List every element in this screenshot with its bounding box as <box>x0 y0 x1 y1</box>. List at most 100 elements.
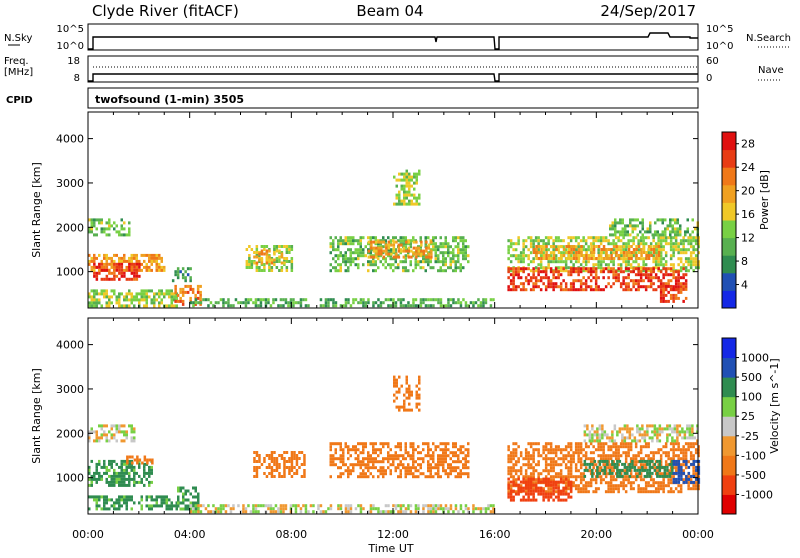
heatmap-cell <box>291 269 294 272</box>
heatmap-cell <box>625 263 628 266</box>
heatmap-cell <box>111 301 114 304</box>
heatmap-cell <box>602 442 605 445</box>
heatmap-cell <box>665 451 668 454</box>
heatmap-cell <box>283 245 286 248</box>
heatmap-cell <box>645 270 648 273</box>
heatmap-cell <box>660 236 663 239</box>
heatmap-cell <box>661 430 664 433</box>
heatmap-cell <box>411 394 414 397</box>
heatmap-cell <box>432 304 435 307</box>
heatmap-cell <box>332 239 335 242</box>
heatmap-cell <box>387 466 390 469</box>
heatmap-cell <box>670 267 673 270</box>
heatmap-cell <box>532 270 535 273</box>
heatmap-cell <box>605 254 608 257</box>
heatmap-cell <box>650 242 653 245</box>
heatmap-cell <box>300 510 303 513</box>
heatmap-cell <box>533 251 536 254</box>
heatmap-cell <box>545 288 548 291</box>
heatmap-cell <box>103 433 106 436</box>
heatmap-cell <box>416 403 419 406</box>
heatmap-cell <box>91 484 94 487</box>
heatmap-cell <box>580 472 583 475</box>
heatmap-cell <box>607 270 610 273</box>
heatmap-cell <box>345 507 348 510</box>
heatmap-cell <box>272 510 275 513</box>
heatmap-cell <box>692 454 695 457</box>
heatmap-cell <box>642 279 645 282</box>
heatmap-cell <box>515 463 518 466</box>
heatmap-cell <box>396 203 399 206</box>
heatmap-cell <box>672 490 675 493</box>
heatmap-cell <box>108 257 111 260</box>
heatmap-cell <box>656 436 659 439</box>
heatmap-cell <box>610 251 613 254</box>
heatmap-cell <box>106 260 109 263</box>
heatmap-cell <box>507 460 510 463</box>
heatmap-cell <box>482 301 485 304</box>
heatmap-cell <box>410 256 413 259</box>
heatmap-cell <box>398 376 401 379</box>
heatmap-cell <box>592 451 595 454</box>
heatmap-cell <box>642 273 645 276</box>
heatmap-cell <box>380 253 383 256</box>
heatmap-cell <box>626 427 629 430</box>
heatmap-cell <box>422 266 425 269</box>
heatmap-cell <box>553 251 556 254</box>
heatmap-cell <box>577 442 580 445</box>
heatmap-cell <box>340 448 343 451</box>
heatmap-cell <box>408 185 411 188</box>
heatmap-cell <box>166 289 169 292</box>
heatmap-cell <box>255 507 258 510</box>
heatmap-cell <box>352 301 355 304</box>
heatmap-cell <box>605 263 608 266</box>
heatmap-cell <box>645 267 648 270</box>
heatmap-cell <box>462 445 465 448</box>
heatmap-cell <box>532 499 535 502</box>
heatmap-cell <box>375 247 378 250</box>
heatmap-cell <box>687 442 690 445</box>
heatmap-cell <box>465 245 468 248</box>
heatmap-cell <box>595 282 598 285</box>
heatmap-cell <box>406 379 409 382</box>
heatmap-cell <box>400 239 403 242</box>
heatmap-cell <box>400 504 403 507</box>
heatmap-cell <box>98 424 101 427</box>
heatmap-cell <box>662 481 665 484</box>
heatmap-cell <box>411 203 414 206</box>
heatmap-cell <box>585 257 588 260</box>
heatmap-cell <box>392 460 395 463</box>
heatmap-cell <box>128 233 131 236</box>
heatmap-cell <box>263 269 266 272</box>
heatmap-cell <box>360 460 363 463</box>
heatmap-cell <box>672 475 675 478</box>
heatmap-cell <box>660 472 663 475</box>
heatmap-cell <box>664 466 667 469</box>
heatmap-cell <box>624 472 627 475</box>
colorbar-tick-label: 8 <box>741 255 748 268</box>
heatmap-cell <box>580 285 583 288</box>
heatmap-cell <box>345 239 348 242</box>
heatmap-cell <box>630 266 633 269</box>
heatmap-cell <box>615 273 618 276</box>
heatmap-cell <box>96 430 99 433</box>
heatmap-cell <box>592 242 595 245</box>
heatmap-cell <box>682 273 685 276</box>
heatmap-cell <box>118 233 121 236</box>
heatmap-cell <box>437 469 440 472</box>
heatmap-cell <box>517 239 520 242</box>
colorbar-tick-label: 28 <box>741 138 755 151</box>
heatmap-cell <box>385 247 388 250</box>
heatmap-cell <box>265 504 268 507</box>
heatmap-cell <box>345 510 348 513</box>
heatmap-cell <box>547 472 550 475</box>
heatmap-cell <box>141 254 144 257</box>
heatmap-cell <box>403 173 406 176</box>
heatmap-cell <box>452 469 455 472</box>
heatmap-cell <box>600 466 603 469</box>
heatmap-cell <box>622 288 625 291</box>
heatmap-cell <box>632 267 635 270</box>
heatmap-cell <box>535 276 538 279</box>
heatmap-cell <box>415 298 418 301</box>
heatmap-cell <box>330 463 333 466</box>
